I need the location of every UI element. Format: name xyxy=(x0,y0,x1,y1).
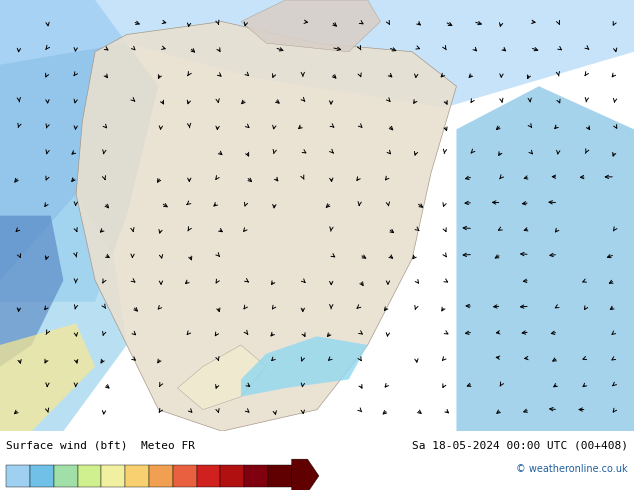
Bar xyxy=(268,465,292,487)
Polygon shape xyxy=(0,323,95,431)
FancyArrow shape xyxy=(292,459,319,490)
Bar xyxy=(6,465,30,487)
Bar xyxy=(101,465,126,487)
Polygon shape xyxy=(241,336,368,397)
Polygon shape xyxy=(241,0,380,52)
Bar xyxy=(126,465,149,487)
Bar xyxy=(149,465,172,487)
Bar xyxy=(54,465,77,487)
Polygon shape xyxy=(0,216,63,367)
Bar xyxy=(30,465,54,487)
Polygon shape xyxy=(456,86,634,431)
Polygon shape xyxy=(0,0,634,108)
Text: © weatheronline.co.uk: © weatheronline.co.uk xyxy=(516,465,628,474)
Bar xyxy=(172,465,197,487)
Bar xyxy=(221,465,244,487)
Text: Surface wind (bft)  Meteo FR: Surface wind (bft) Meteo FR xyxy=(6,440,195,450)
Bar xyxy=(77,465,101,487)
Bar xyxy=(244,465,268,487)
Polygon shape xyxy=(0,194,127,431)
Polygon shape xyxy=(0,0,158,302)
Polygon shape xyxy=(178,345,266,410)
Polygon shape xyxy=(76,22,456,431)
Text: Sa 18-05-2024 00:00 UTC (00+408): Sa 18-05-2024 00:00 UTC (00+408) xyxy=(411,440,628,450)
Bar xyxy=(197,465,220,487)
